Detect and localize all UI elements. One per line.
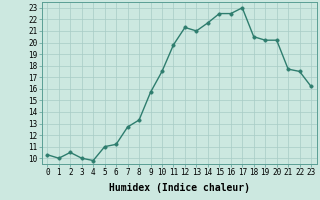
X-axis label: Humidex (Indice chaleur): Humidex (Indice chaleur) xyxy=(109,183,250,193)
